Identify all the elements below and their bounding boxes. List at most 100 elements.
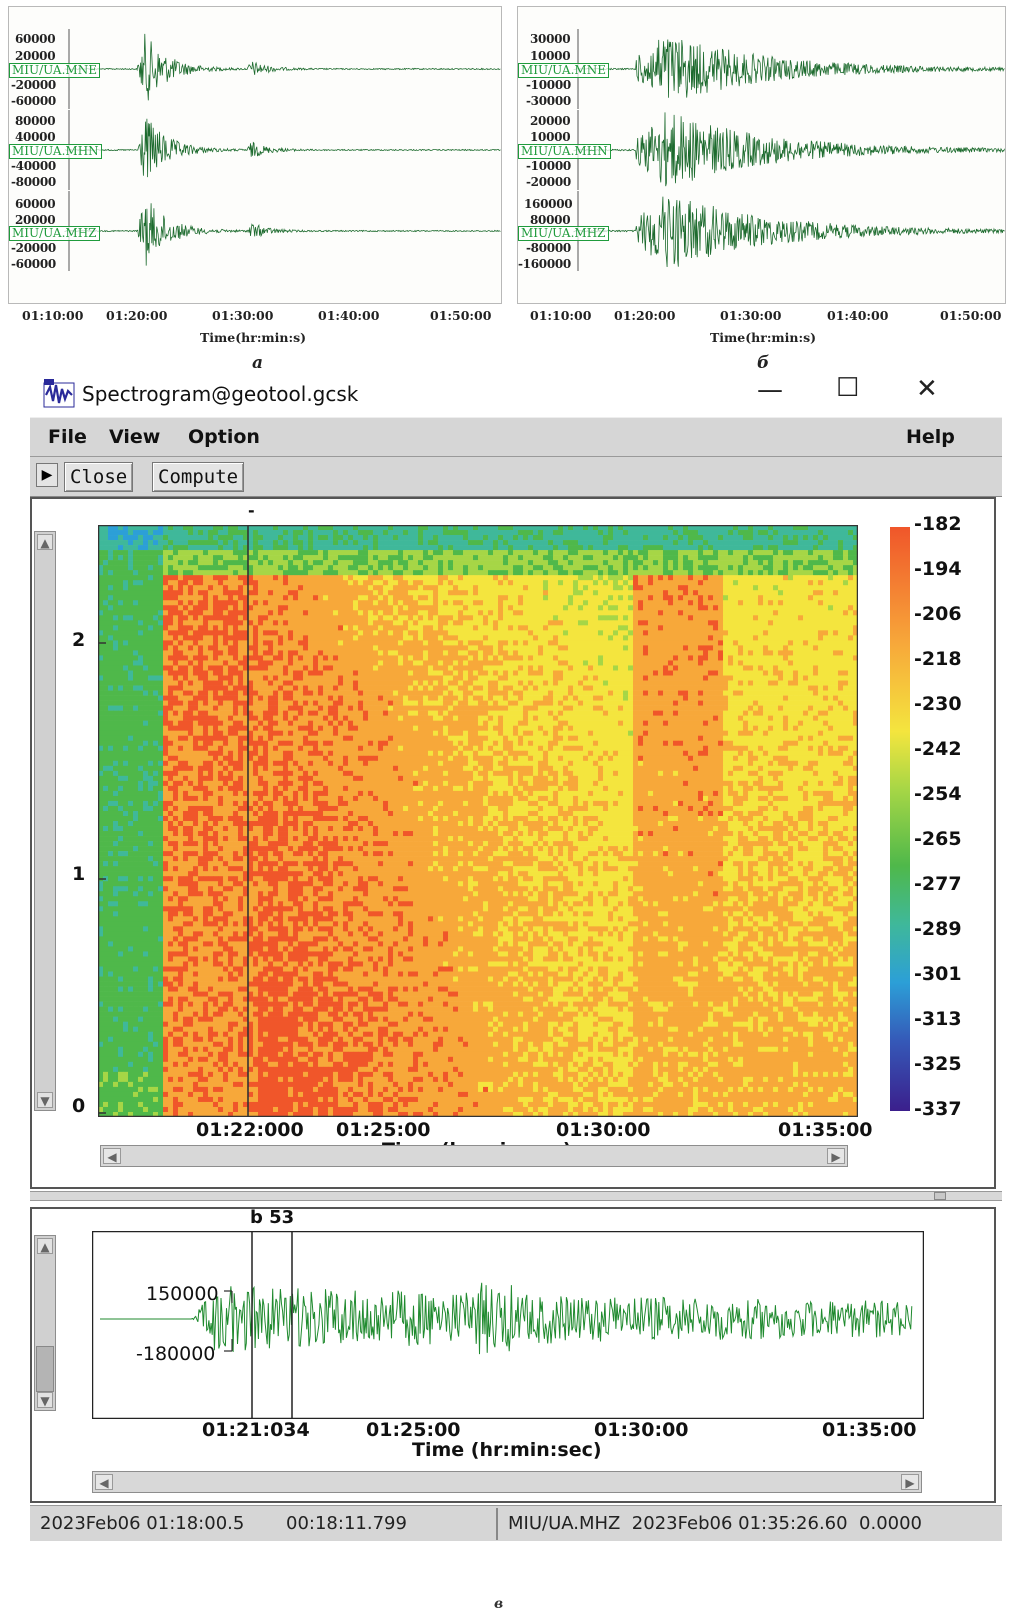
window-title: Spectrogram@geotool.gcsk	[82, 382, 359, 406]
menu-file[interactable]: File	[48, 426, 87, 448]
channel-label-mne: MIU/UA.MNE	[9, 63, 100, 78]
ytick: 20000	[15, 49, 56, 63]
colorbar-label: -194	[914, 558, 962, 580]
marker-label: b 53	[250, 1207, 295, 1228]
waveform-vertical-scrollbar[interactable]: ▲ ▼	[34, 1235, 56, 1411]
spectrogram-window: Spectrogram@geotool.gcsk — ☐ ✕ File View…	[30, 373, 1009, 1593]
seismic-trace	[573, 196, 1005, 268]
ytick: 20000	[15, 213, 56, 227]
ytick: 60000	[15, 197, 56, 211]
scroll-left-icon[interactable]: ◀	[103, 1148, 121, 1164]
plot-frame	[92, 1231, 924, 1419]
status-duration: 00:18:11.799	[286, 1513, 407, 1534]
scroll-up-icon[interactable]: ▲	[37, 534, 53, 550]
xtick: 01:50:00	[940, 308, 1002, 323]
xtick: 01:10:00	[22, 308, 84, 323]
scroll-up-icon[interactable]: ▲	[37, 1238, 53, 1254]
ytick: 40000	[15, 130, 56, 144]
x-tick: 01:35:00	[778, 1119, 873, 1141]
channel-label-mhz: MIU/UA.MHZ	[9, 226, 100, 241]
colorbar-label: -254	[914, 783, 962, 805]
channel-label-mhn: MIU/UA.MHN	[9, 144, 102, 159]
xtick: 01:50:00	[430, 308, 492, 323]
x-tick: 01:25:00	[336, 1119, 431, 1141]
app-icon	[43, 379, 75, 408]
spectrogram-pane: ▲ ▼ - 2 1 0 01:22:000 01:25:00 01:30:00 …	[30, 497, 996, 1189]
status-channel-end: MIU/UA.MHZ 2023Feb06 01:35:26.60 0.0000	[508, 1513, 923, 1534]
minimize-icon[interactable]: —	[757, 375, 783, 405]
scroll-down-icon[interactable]: ▼	[37, 1392, 53, 1408]
ytick: 160000	[524, 197, 573, 211]
colorbar-label: -230	[914, 693, 962, 715]
seismic-trace	[64, 33, 501, 101]
spectrogram-cells	[98, 525, 858, 1117]
xtick: 01:20:00	[614, 308, 676, 323]
ytick: -80000	[11, 175, 56, 189]
menu-bar: File View Option Help	[30, 417, 1002, 457]
colorbar-label: -277	[914, 873, 962, 895]
waveform-trace	[100, 1282, 913, 1355]
scroll-left-icon[interactable]: ◀	[95, 1474, 113, 1490]
title-bar: Spectrogram@geotool.gcsk — ☐ ✕	[30, 373, 1009, 421]
close-button[interactable]: Close	[64, 462, 134, 492]
y-tick: -180000	[136, 1343, 216, 1365]
ytick: -80000	[526, 241, 571, 255]
menu-option[interactable]: Option	[188, 426, 260, 448]
menu-help[interactable]: Help	[906, 426, 955, 448]
xtick: 01:30:00	[212, 308, 274, 323]
colorbar-label: -218	[914, 648, 962, 670]
status-start-time: 2023Feb06 01:18:00.5	[40, 1513, 245, 1534]
xtick: 01:40:00	[827, 308, 889, 323]
xtick: 01:10:00	[530, 308, 592, 323]
colorbar-label: -242	[914, 738, 962, 760]
seismic-trace	[64, 118, 501, 178]
x-tick: 01:30:00	[556, 1119, 651, 1141]
seismic-trace	[573, 39, 1005, 98]
spectrogram-horizontal-scrollbar[interactable]: ◀ ▶	[100, 1145, 848, 1167]
x-axis-label-b: Time(hr:min:s)	[710, 330, 817, 345]
y-tick: 150000	[146, 1283, 219, 1305]
colorbar	[890, 527, 910, 1111]
scroll-thumb[interactable]	[36, 1346, 54, 1392]
waveform-plot[interactable]	[92, 1231, 924, 1419]
ytick: -20000	[526, 175, 571, 189]
y-tick: 0	[72, 1095, 86, 1117]
channel-label-mne: MIU/UA.MNE	[518, 63, 609, 78]
channel-label-mhn: MIU/UA.MHN	[518, 144, 611, 159]
spectrogram-plot[interactable]	[98, 525, 858, 1117]
plot-frame	[98, 525, 858, 1117]
ytick: -20000	[11, 78, 56, 92]
scroll-down-icon[interactable]: ▼	[37, 1092, 53, 1108]
menu-view[interactable]: View	[109, 426, 161, 448]
amplitude-bracket	[224, 1290, 233, 1352]
colorbar-label: -182	[914, 513, 962, 535]
colorbar-label: -313	[914, 1008, 962, 1030]
compute-button[interactable]: Compute	[152, 462, 245, 492]
spectrogram-vertical-scrollbar[interactable]: ▲ ▼	[34, 531, 56, 1111]
colorbar-label: -325	[914, 1053, 962, 1075]
ytick: 30000	[530, 32, 571, 46]
x-tick: 01:25:00	[366, 1419, 461, 1441]
ytick: -60000	[11, 257, 56, 271]
ytick: 20000	[530, 114, 571, 128]
seismic-trace	[573, 112, 1005, 187]
waveform-horizontal-scrollbar[interactable]: ◀ ▶	[92, 1471, 922, 1493]
colorbar-label: -337	[914, 1098, 962, 1120]
ytick: -60000	[11, 94, 56, 108]
toolbar: ▶ Close Compute	[30, 457, 1002, 497]
x-axis-label-a: Time(hr:min:s)	[200, 330, 307, 345]
maximize-icon[interactable]: ☐	[836, 373, 860, 403]
ytick: -10000	[526, 159, 571, 173]
close-icon[interactable]: ✕	[916, 374, 938, 404]
scroll-right-icon[interactable]: ▶	[827, 1148, 845, 1164]
ytick: -40000	[11, 159, 56, 173]
x-tick: 01:30:00	[594, 1419, 689, 1441]
play-arrow-icon[interactable]: ▶	[36, 463, 58, 487]
status-divider	[496, 1508, 498, 1540]
ytick: -10000	[526, 78, 571, 92]
scroll-right-icon[interactable]: ▶	[901, 1474, 919, 1490]
pane-separator[interactable]	[30, 1191, 1002, 1201]
y-tick: 2	[72, 629, 86, 651]
cursor-mark: -	[248, 501, 255, 520]
sash-handle[interactable]	[934, 1192, 946, 1200]
